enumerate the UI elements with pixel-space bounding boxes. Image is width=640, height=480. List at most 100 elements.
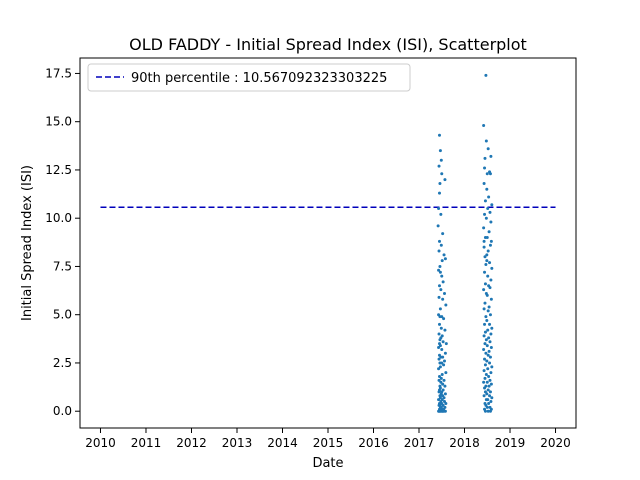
scatter-point — [483, 322, 487, 326]
x-tick-label: 2016 — [358, 436, 389, 450]
scatter-point — [437, 357, 441, 361]
scatter-point — [486, 353, 490, 357]
scatter-point — [483, 301, 487, 305]
scatter-point — [441, 340, 445, 344]
scatter-point — [437, 398, 441, 402]
scatter-point — [485, 380, 489, 384]
legend-box — [87, 63, 411, 92]
y-tick-label: 10.0 — [45, 211, 72, 225]
scatter-point — [441, 409, 445, 413]
scatter-point — [484, 73, 488, 77]
y-tick-label: 7.5 — [53, 259, 72, 273]
scatter-point — [484, 338, 488, 342]
legend: 90th percentile : 10.567092323303225 — [87, 63, 411, 92]
scatter-point — [482, 245, 486, 249]
scatter-point — [484, 315, 488, 319]
scatter-point — [438, 315, 442, 319]
scatter-point — [488, 361, 492, 365]
scatter-point — [444, 342, 448, 346]
scatter-point — [489, 239, 493, 243]
y-axis: 0.0 2.5 5.0 7.5 10.0 12.5 15.0 17.5 — [45, 66, 80, 418]
x-axis: 2010 2011 2012 2013 2014 2015 2016 2017 2018 2019… — [85, 428, 571, 450]
scatter-point — [437, 390, 441, 394]
scatter-point — [441, 297, 445, 301]
scatter-point — [485, 259, 489, 263]
scatter-point — [482, 124, 486, 128]
scatter-point — [489, 346, 493, 350]
scatter-point — [438, 365, 442, 369]
scatter-point — [442, 363, 446, 367]
scatter-point — [485, 405, 489, 409]
scatter-point — [482, 226, 486, 230]
scatter-point — [441, 280, 445, 284]
scatter-point — [485, 253, 489, 257]
scatter-point — [489, 154, 493, 158]
scatter-point — [443, 328, 447, 332]
x-tick-label: 2010 — [85, 436, 116, 450]
scatter-point — [437, 164, 441, 168]
scatter-point — [443, 257, 447, 261]
y-tick-label: 15.0 — [45, 115, 72, 129]
scatter-point — [483, 166, 487, 170]
scatter-point — [483, 330, 487, 334]
scatter-point — [483, 386, 487, 390]
scatter-point — [437, 378, 441, 382]
scatter-point — [437, 191, 441, 195]
scatter-point — [489, 400, 493, 404]
scatter-point — [487, 374, 491, 378]
scatter-point — [442, 291, 446, 295]
scatter-point — [486, 207, 490, 211]
x-tick-label: 2011 — [131, 436, 162, 450]
scatter-point — [483, 376, 487, 380]
scatter-point — [437, 284, 441, 288]
scatter-point — [440, 373, 444, 377]
scatter-point — [438, 307, 442, 311]
scatter-point — [482, 369, 486, 373]
scatter-point — [482, 334, 486, 338]
scatter-point — [439, 326, 443, 330]
scatter-point — [490, 203, 494, 207]
scatter-point — [483, 212, 487, 216]
scatter-point — [489, 278, 493, 282]
y-tick-label: 2.5 — [53, 356, 72, 370]
scatter-point — [439, 380, 443, 384]
chart-title: OLD FADDY - Initial Spread Index (ISI), … — [129, 35, 527, 54]
scatter-point — [483, 235, 487, 239]
scatter-point — [487, 384, 491, 388]
scatter-point — [443, 351, 447, 355]
scatter-point — [486, 367, 490, 371]
scatter-point — [488, 313, 492, 317]
plot-area — [79, 57, 577, 429]
scatter-point — [442, 359, 446, 363]
scatter-point — [482, 347, 486, 351]
scatter-point — [490, 326, 494, 330]
scatter-point — [482, 307, 486, 311]
scatter-point — [485, 344, 489, 348]
scatter-point — [437, 239, 441, 243]
scatter-point — [440, 361, 444, 365]
scatter-point — [437, 374, 441, 378]
scatter-point — [441, 382, 445, 386]
scatter-point — [439, 158, 443, 162]
scatter-point — [483, 270, 487, 274]
scatter-point — [437, 367, 441, 371]
scatter-point — [485, 293, 489, 297]
scatter-point — [441, 232, 445, 236]
scatter-point — [487, 305, 491, 309]
scatter-point — [483, 156, 487, 160]
scatter-point — [486, 147, 490, 151]
scatter-point — [442, 253, 446, 257]
scatter-point — [438, 264, 442, 268]
x-tick-label: 2013 — [222, 436, 253, 450]
scatter-point — [487, 195, 491, 199]
scatter-point — [437, 295, 441, 299]
scatter-point — [484, 139, 488, 143]
scatter-point — [488, 261, 492, 265]
scatter-point — [483, 363, 487, 367]
scatter-point — [483, 199, 487, 203]
x-tick-label: 2018 — [449, 436, 480, 450]
scatter-point — [487, 336, 491, 340]
x-tick-label: 2015 — [313, 436, 344, 450]
scatter-point — [485, 359, 489, 363]
scatter-point — [483, 342, 487, 346]
